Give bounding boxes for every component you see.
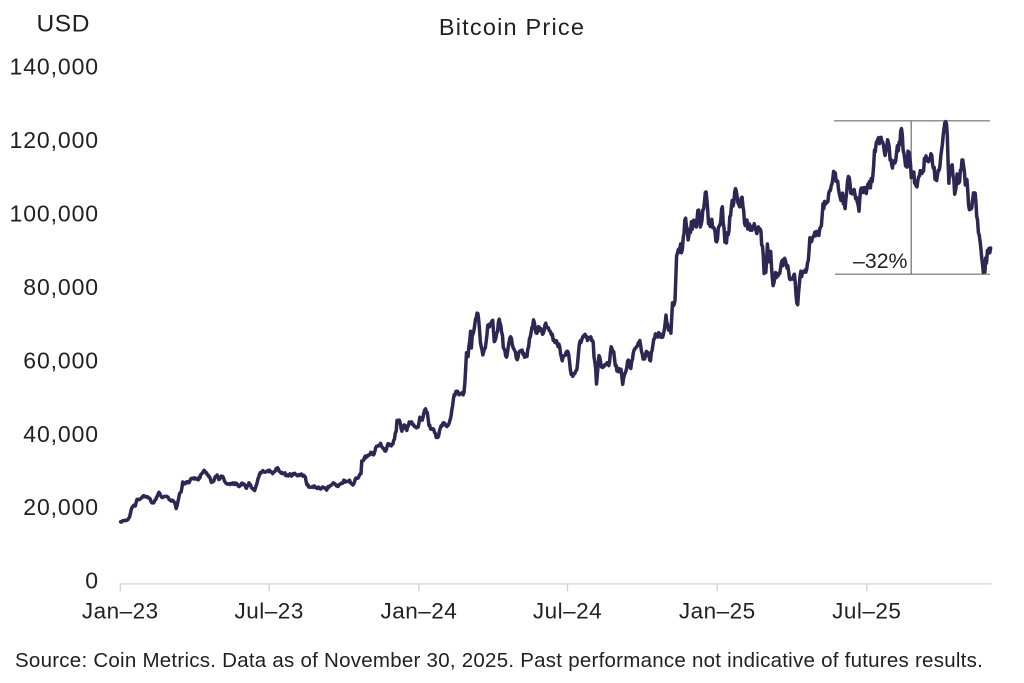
svg-text:Jul–24: Jul–24	[533, 599, 602, 624]
svg-text:80,000: 80,000	[23, 274, 99, 300]
svg-text:60,000: 60,000	[23, 347, 99, 373]
svg-text:Bitcoin Price: Bitcoin Price	[439, 14, 585, 40]
svg-text:–32%: –32%	[853, 249, 908, 273]
svg-text:Jul–25: Jul–25	[832, 599, 901, 624]
svg-text:20,000: 20,000	[23, 494, 99, 520]
svg-text:0: 0	[85, 568, 99, 594]
svg-text:Source: Coin Metrics. Data as: Source: Coin Metrics. Data as of Novembe…	[15, 649, 983, 672]
svg-text:120,000: 120,000	[10, 127, 99, 153]
svg-text:140,000: 140,000	[10, 54, 99, 80]
svg-text:Jan–23: Jan–23	[82, 599, 159, 624]
svg-text:40,000: 40,000	[23, 421, 99, 447]
svg-text:Jan–25: Jan–25	[679, 599, 756, 624]
svg-text:100,000: 100,000	[10, 200, 99, 226]
svg-text:USD: USD	[37, 11, 91, 38]
svg-text:Jan–24: Jan–24	[380, 599, 457, 624]
svg-text:Jul–23: Jul–23	[235, 599, 304, 624]
